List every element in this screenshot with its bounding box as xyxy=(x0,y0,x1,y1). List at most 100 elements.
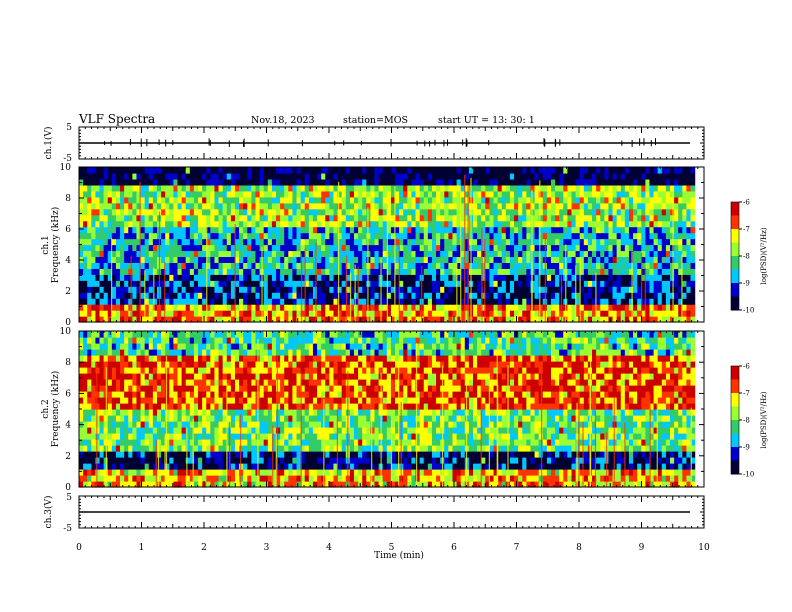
ch1-spectrogram-cell xyxy=(193,316,199,323)
ch1-spectrogram-cell xyxy=(600,178,605,186)
ch1-spectrogram-cell xyxy=(612,220,618,228)
ch1-spectrogram-cell xyxy=(83,316,88,323)
ch1-spectrogram-cell xyxy=(95,190,101,198)
ch1-spectrogram-cell xyxy=(341,190,347,198)
ch1-spectrogram-cell xyxy=(111,316,117,323)
ch1-spectrogram-cell xyxy=(670,238,675,246)
ch1-spectrogram-cell xyxy=(374,274,380,281)
ch1-spectrogram-cell xyxy=(284,208,289,216)
ch1-spectrogram-cell xyxy=(481,250,486,258)
ch1-spectrogram-cell xyxy=(538,292,544,299)
ch1-spectrogram-cell xyxy=(325,316,330,323)
ch1-spectrogram-cell xyxy=(161,316,166,323)
ch1-spectrogram-cell xyxy=(378,220,384,228)
ch1-spectrogram-cell xyxy=(542,184,548,192)
ch2-spectrogram-cell xyxy=(177,469,183,476)
ch1-spectrogram-cell xyxy=(559,190,564,198)
ch1-spectrogram-cell xyxy=(514,244,519,252)
ch1-spectrogram-cell xyxy=(415,208,421,216)
ch2-spectrogram-cell xyxy=(526,481,532,488)
ch1-spectrogram-cell xyxy=(464,184,470,192)
ch1-spectrogram-cell xyxy=(366,256,371,263)
ch2-spectrogram-cell xyxy=(657,469,663,476)
ch2-spectrogram-cell xyxy=(542,481,548,488)
ch1-spectrogram-cell xyxy=(177,310,183,317)
ch1-spectrogram-cell xyxy=(661,232,667,240)
ch1-spectrogram-cell xyxy=(592,280,597,287)
ch1-spectrogram-cell xyxy=(202,250,207,258)
ch1-spectrogram-cell xyxy=(345,250,351,258)
ch2-spectrogram-cell xyxy=(181,475,187,482)
ch1-spectrogram-cell xyxy=(218,190,224,198)
ch1-spectrogram-cell xyxy=(497,202,503,210)
ch1-spectrogram-cell xyxy=(296,190,302,198)
ch2-spectrogram-cell xyxy=(247,469,252,476)
ch1-spectrogram-cell xyxy=(230,262,236,269)
ch1-spectrogram-cell xyxy=(152,298,158,305)
ch1-spectrogram-cell xyxy=(165,244,170,252)
ch1-spectrogram-cell xyxy=(526,232,532,240)
ch1-spectrogram-cell xyxy=(329,304,335,311)
ch1-spectrogram-cell xyxy=(312,214,318,222)
ch1-spectrogram-cell xyxy=(407,238,413,246)
ch1-spectrogram-cell xyxy=(329,178,335,186)
ch2-spectrogram-cell xyxy=(431,481,437,488)
ch1-spectrogram-cell xyxy=(493,220,499,228)
ch1-spectrogram-cell xyxy=(390,196,396,204)
ch1-spectrogram-cell xyxy=(473,208,478,216)
ch1-spectrogram-cell xyxy=(341,304,347,311)
ch1-spectrogram-cell xyxy=(657,208,663,216)
ch1-spectrogram-cell xyxy=(509,280,515,287)
ch1-spectrogram-cell xyxy=(473,310,478,317)
ch1-spectrogram-cell xyxy=(534,316,540,323)
ch1-spectrogram-cell xyxy=(230,292,236,299)
ch1-spectrogram-cell xyxy=(616,202,622,210)
ch1-spectrogram-cell xyxy=(485,184,491,192)
ch1-spectrogram-cell xyxy=(628,178,634,186)
ch1-spectrogram-cell xyxy=(300,274,306,281)
ch1-spectrogram-cell xyxy=(156,202,162,210)
ch1-spectrogram-cell xyxy=(587,178,593,186)
ch2-spectrogram-cell xyxy=(317,475,322,482)
ch1-spectrogram-cell xyxy=(407,298,413,305)
ch2-spectrogram-cell xyxy=(107,469,113,476)
figure-title: VLF Spectra xyxy=(78,112,155,126)
ch1-spectrogram-cell xyxy=(317,178,322,186)
ch1-spectrogram-cell xyxy=(620,220,626,228)
ch1-spectrogram-cell xyxy=(95,232,101,240)
ch1-spectrogram-cell xyxy=(657,220,663,228)
ch1-spectrogram-cell xyxy=(431,232,437,240)
ch1-colorbar-swatch xyxy=(731,212,739,216)
ch1-spectrogram-cell xyxy=(165,196,170,204)
ch1-spectrogram-cell xyxy=(140,292,146,299)
ch1-spectrogram-cell xyxy=(448,172,454,180)
ch1-spectrogram-cell xyxy=(263,292,269,299)
ch1-ytick-bottom: -5 xyxy=(63,154,72,164)
ch1-spectrogram-cell xyxy=(386,220,392,228)
ch1-spectrogram-cell xyxy=(156,167,162,174)
ch1-spectrogram-cell xyxy=(370,232,376,240)
ch1-spectrogram-cell xyxy=(144,226,150,234)
ch2-spectrogram-cell xyxy=(353,475,359,482)
ch1-spectrogram-cell xyxy=(526,286,532,293)
ch1-spectrogram-cell xyxy=(583,208,589,216)
ch1-spectrogram-cell xyxy=(616,232,622,240)
ch2-spectrogram-cell xyxy=(148,481,154,488)
ch1-spectrogram-cell xyxy=(600,167,605,174)
ch1-spectrogram-cell xyxy=(637,304,642,311)
ch1-spectrogram-cell xyxy=(390,167,396,174)
ch1-spectrogram-cell xyxy=(140,190,146,198)
ch1-spectrogram-cell xyxy=(555,292,560,299)
ch1-spectrogram-cell xyxy=(144,310,150,317)
ch1-spectrogram-cell xyxy=(674,220,679,228)
ch2-spectrogram-cell xyxy=(382,475,388,482)
ch1-spectrogram-cell xyxy=(559,226,564,234)
ch1-spectrogram-cell xyxy=(530,190,536,198)
ch1-spectrogram-cell xyxy=(497,256,503,263)
ch1-spectrogram-cell xyxy=(226,244,232,252)
ch1-spectrogram-cell xyxy=(251,190,257,198)
ch2-spectrogram-cell xyxy=(267,469,273,476)
ch1-spectrogram-cell xyxy=(501,238,507,246)
ch1-spectrogram-cell xyxy=(649,202,655,210)
ch1-spectrogram-cell xyxy=(518,304,523,311)
